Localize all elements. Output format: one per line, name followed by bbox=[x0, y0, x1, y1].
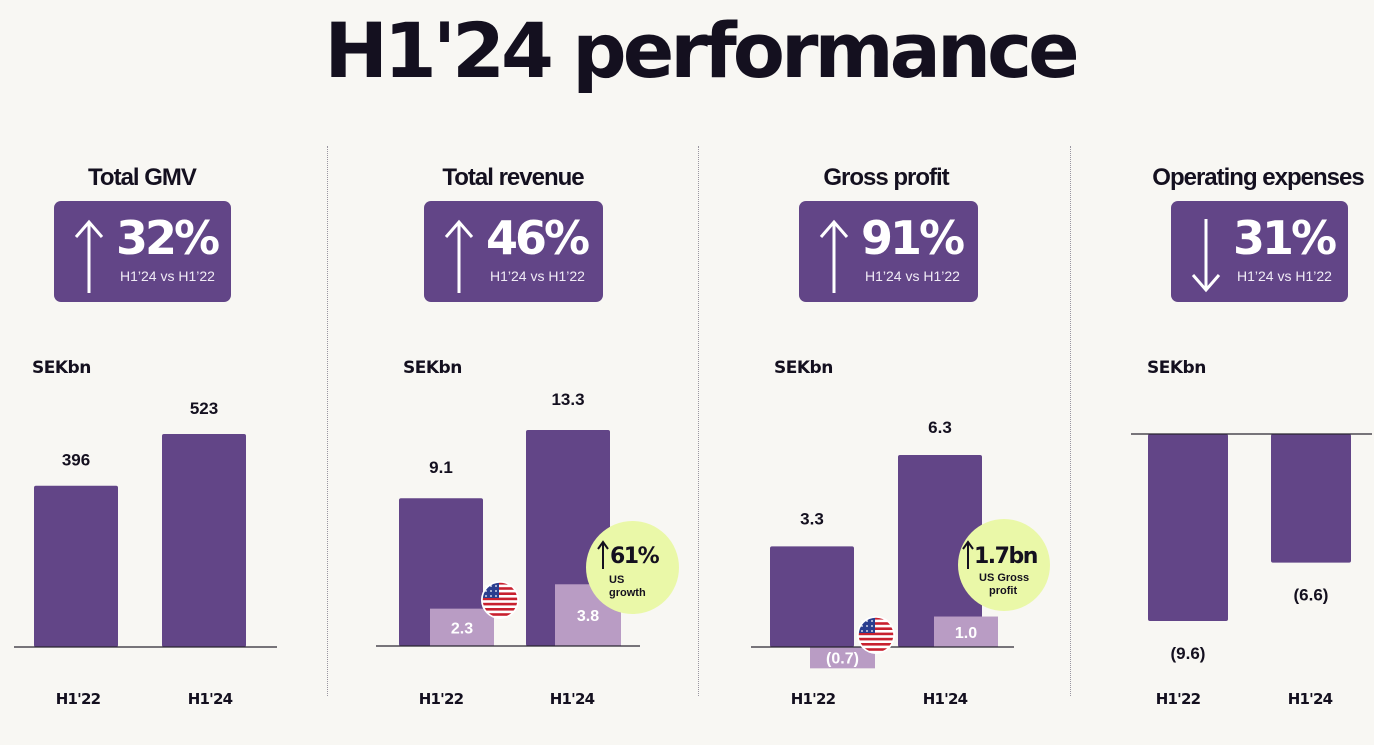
callout-value: 1.7bn bbox=[974, 544, 1038, 569]
callout-label-line1: US Gross bbox=[979, 572, 1030, 584]
bar-H1'24 bbox=[162, 434, 246, 647]
bar-H1'22 bbox=[1148, 434, 1228, 621]
panel-title-total-revenue: Total revenue bbox=[442, 164, 584, 191]
us-bar-H1'22 bbox=[810, 647, 875, 669]
data-label: 523 bbox=[190, 399, 218, 418]
bar-H1'22 bbox=[34, 485, 118, 647]
us-data-label: 1.0 bbox=[955, 625, 977, 642]
arrow-down-icon bbox=[1191, 219, 1221, 293]
x-tick-label: H1'22 bbox=[418, 690, 464, 708]
us-bar-H1'24 bbox=[934, 616, 998, 647]
callout-value: 61% bbox=[610, 544, 660, 569]
data-label: (9.6) bbox=[1171, 644, 1206, 663]
arrow-up-icon bbox=[74, 219, 104, 293]
us-data-label: 2.3 bbox=[451, 620, 473, 637]
data-label: (6.6) bbox=[1294, 586, 1329, 605]
us-gross-profit-callout: 1.7bn US Gross profit bbox=[958, 519, 1050, 611]
us-data-label: (0.7) bbox=[826, 651, 859, 668]
us-growth-callout: 61% US growth bbox=[586, 521, 679, 614]
panel-divider bbox=[327, 146, 328, 696]
kpi-badge: 91% H1’24 vs H1’22 bbox=[799, 201, 978, 302]
panel-divider bbox=[698, 146, 699, 696]
unit-label: SEKbn bbox=[403, 358, 462, 378]
unit-label: SEKbn bbox=[32, 358, 91, 378]
data-label: 13.3 bbox=[551, 390, 584, 409]
arrow-up-icon bbox=[819, 219, 849, 293]
kpi-comparison: H1’24 vs H1’22 bbox=[490, 268, 585, 284]
x-tick-label: H1'22 bbox=[55, 690, 101, 708]
x-tick-label: H1'24 bbox=[549, 690, 595, 708]
callout-label-line2: growth bbox=[609, 587, 646, 599]
kpi-value: 31% bbox=[1233, 211, 1337, 265]
up-arrow-icon bbox=[597, 540, 609, 569]
kpi-value: 32% bbox=[116, 211, 220, 265]
us-flag-icon bbox=[857, 616, 895, 654]
up-arrow-icon bbox=[962, 540, 974, 569]
x-tick-label: H1'24 bbox=[1287, 690, 1333, 708]
panel-title-operating-expenses: Operating expenses bbox=[1152, 164, 1364, 191]
kpi-badge: 32% H1’24 vs H1’22 bbox=[54, 201, 231, 302]
data-label: 6.3 bbox=[928, 418, 952, 437]
panel-divider bbox=[1070, 146, 1071, 696]
unit-label: SEKbn bbox=[1147, 358, 1206, 378]
us-bar-H1'22 bbox=[430, 608, 494, 646]
callout-label-line2: profit bbox=[989, 585, 1018, 597]
kpi-value: 46% bbox=[486, 211, 590, 265]
bar-H1'22 bbox=[770, 546, 854, 647]
us-data-label: 3.8 bbox=[577, 608, 599, 625]
unit-label: SEKbn bbox=[774, 358, 833, 378]
page-title: H1'24 performance bbox=[324, 6, 1079, 95]
data-label: 396 bbox=[62, 451, 90, 470]
kpi-badge: 31% H1’24 vs H1’22 bbox=[1171, 201, 1348, 302]
us-flag-icon bbox=[481, 581, 519, 619]
kpi-value: 91% bbox=[861, 211, 965, 265]
kpi-comparison: H1’24 vs H1’22 bbox=[1237, 268, 1332, 284]
callout-label-line1: US bbox=[609, 574, 625, 586]
x-tick-label: H1'24 bbox=[187, 690, 233, 708]
bar-H1'24 bbox=[898, 455, 982, 647]
kpi-comparison: H1’24 vs H1’22 bbox=[120, 268, 215, 284]
x-tick-label: H1'24 bbox=[922, 690, 968, 708]
bar-H1'24 bbox=[1271, 434, 1351, 563]
data-label: 9.1 bbox=[429, 458, 453, 477]
x-tick-label: H1'22 bbox=[1155, 690, 1201, 708]
panel-title-gross-profit: Gross profit bbox=[823, 164, 949, 191]
panel-title-total-gmv: Total GMV bbox=[88, 164, 197, 191]
arrow-up-icon bbox=[444, 219, 474, 293]
x-tick-label: H1'22 bbox=[790, 690, 836, 708]
kpi-badge: 46% H1’24 vs H1’22 bbox=[424, 201, 603, 302]
data-label: 3.3 bbox=[800, 509, 824, 528]
kpi-comparison: H1’24 vs H1’22 bbox=[865, 268, 960, 284]
